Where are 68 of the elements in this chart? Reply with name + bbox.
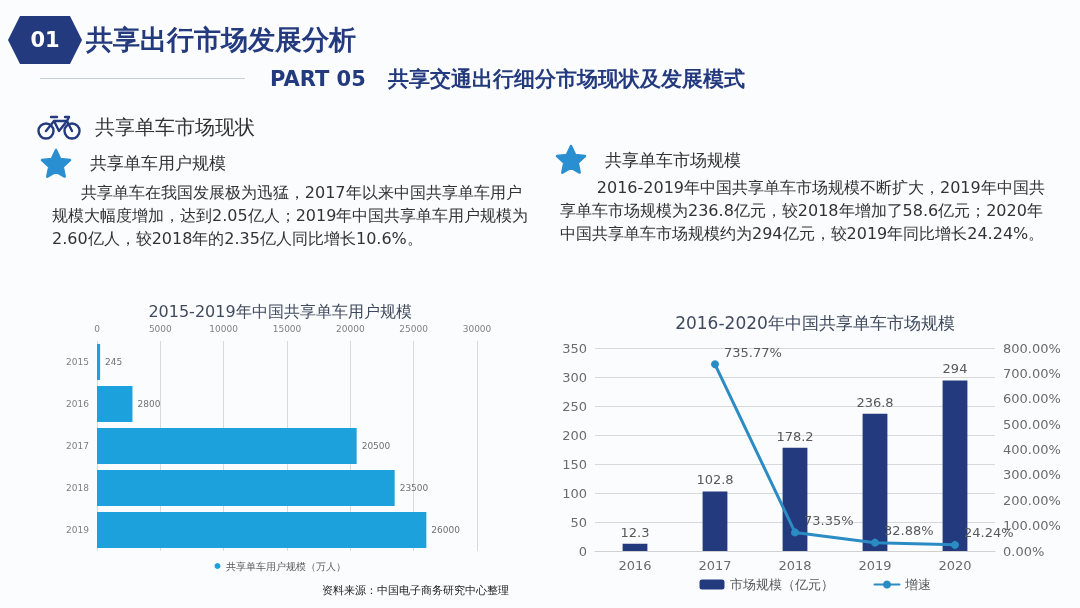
y-tick-label: 2016 xyxy=(66,399,90,409)
y2-tick-label: 500.00% xyxy=(1003,416,1061,432)
bar xyxy=(97,343,101,381)
y2-tick-label: 300.00% xyxy=(1003,467,1061,483)
y-tick-label: 250 xyxy=(562,398,587,414)
x-tick-label: 5000 xyxy=(148,323,173,334)
text: 共享单车用户规模 xyxy=(90,152,226,175)
y-tick-label: 200 xyxy=(562,427,587,443)
data-label: 245 xyxy=(105,357,123,367)
text: 共享单车市场现状 xyxy=(95,114,255,141)
y2-tick-label: 0.00% xyxy=(1003,543,1045,559)
data-label: 12.3 xyxy=(620,524,650,540)
point xyxy=(951,540,959,549)
text: 共享单车市场规模 xyxy=(605,149,741,172)
text: 共享出行市场发展分析 xyxy=(86,23,356,57)
x-tick-label: 2018 xyxy=(778,558,812,573)
data-label: 735.77% xyxy=(724,344,782,360)
x-tick-label: 0 xyxy=(94,323,101,334)
point xyxy=(871,538,879,547)
y-tick-label: 2017 xyxy=(66,441,89,451)
data-label: 102.8 xyxy=(696,472,734,488)
data-label: 178.2 xyxy=(776,428,814,444)
bar xyxy=(97,469,395,507)
bar xyxy=(97,427,357,465)
text: 共享单车在我国发展极为迅猛，2017年以来中国共享单车用户规模大幅度增加，达到2.05亿人；2019年中国共享单车用户规模为2.60亿人，较2018年的2.35亿人同比增长10.6%。 xyxy=(52,182,530,250)
legend-label: 增速 xyxy=(903,577,931,592)
data-label: 236.8 xyxy=(856,394,894,410)
y-tick-label: 150 xyxy=(562,456,587,472)
y2-tick-label: 400.00% xyxy=(1003,442,1061,457)
y-tick-label: 50 xyxy=(570,514,587,530)
y-tick-label: 2018 xyxy=(66,483,90,493)
x-tick-label: 2020 xyxy=(938,558,972,573)
x-tick-label: 2016 xyxy=(618,558,652,573)
x-tick-label: 2017 xyxy=(698,558,732,573)
bar xyxy=(97,511,427,549)
y-tick-label: 2019 xyxy=(66,525,90,535)
bar xyxy=(97,385,133,423)
x-tick-label: 25000 xyxy=(399,323,429,334)
text: PART 05 共享交通出行细分市场现状及发展模式 xyxy=(270,66,745,93)
data-label: 20500 xyxy=(361,441,391,451)
chart-title: 2015-2019年中国共享单车用户规模 xyxy=(148,301,412,321)
point xyxy=(791,528,799,537)
y2-tick-label: 200.00% xyxy=(1003,492,1061,508)
chart-title: 2016-2020年中国共享单车市场规模 xyxy=(675,312,955,333)
bar xyxy=(622,543,648,551)
x-tick-label: 30000 xyxy=(462,323,492,334)
y-tick-label: 0 xyxy=(578,543,587,559)
x-tick-label: 10000 xyxy=(209,323,239,334)
y-tick-label: 100 xyxy=(562,485,587,501)
text: 资料来源：中国电子商务研究中心整理 xyxy=(322,583,509,598)
legend-label: 共享单车用户规模（万人） xyxy=(225,560,346,572)
y-tick-label: 2015 xyxy=(66,357,89,367)
y2-tick-label: 700.00% xyxy=(1003,365,1061,381)
y2-tick-label: 600.00% xyxy=(1003,391,1061,407)
data-label: 23500 xyxy=(399,483,429,493)
bar xyxy=(702,491,728,551)
y2-tick-label: 800.00% xyxy=(1003,340,1061,356)
data-label: 2800 xyxy=(137,399,161,409)
x-tick-label: 2019 xyxy=(858,558,892,573)
x-tick-label: 15000 xyxy=(272,323,302,334)
legend-label: 市场规模（亿元） xyxy=(729,577,834,592)
y-tick-label: 300 xyxy=(562,369,587,385)
data-label: 294 xyxy=(942,361,968,377)
y-tick-label: 350 xyxy=(562,340,587,356)
x-tick-label: 20000 xyxy=(336,323,365,334)
point xyxy=(711,360,719,369)
text: 2016-2019年中国共享单车市场规模不断扩大，2019年中国共享单车市场规模为236.8亿元，较2018年增加了58.6亿元；2020年中国共享单车市场规模约为294亿元，较2019年同比增长24.24%。 xyxy=(560,177,1046,245)
data-label: 26000 xyxy=(431,525,461,535)
